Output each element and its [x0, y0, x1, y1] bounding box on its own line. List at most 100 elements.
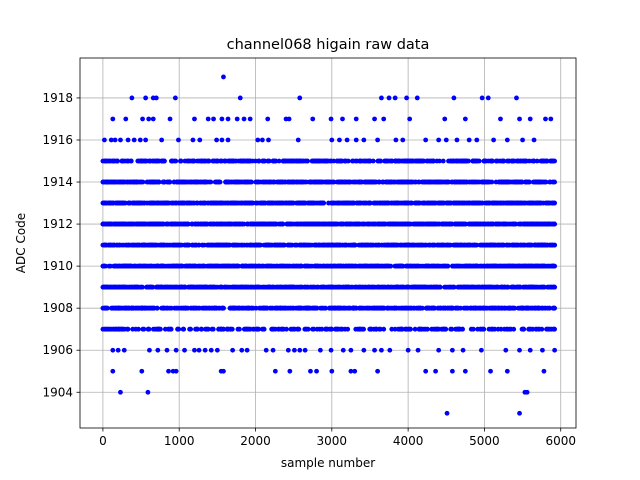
data-point: [164, 305, 170, 311]
data-point: [401, 200, 407, 206]
data-point: [497, 305, 503, 311]
data-point: [163, 263, 169, 269]
data-point: [255, 242, 261, 248]
data-point: [521, 263, 527, 269]
data-point: [124, 158, 130, 164]
data-point: [552, 242, 558, 248]
data-point: [112, 179, 118, 185]
data-point: [226, 179, 232, 185]
data-point: [312, 179, 317, 185]
data-point: [100, 242, 106, 248]
data-point: [444, 179, 450, 185]
data-point: [299, 284, 304, 290]
data-point: [435, 263, 441, 269]
data-point: [223, 242, 229, 248]
data-point: [184, 242, 190, 248]
data-point: [461, 305, 467, 311]
data-point: [219, 263, 225, 269]
data-point: [320, 179, 326, 185]
data-point: [183, 305, 189, 311]
data-point: [170, 263, 175, 269]
data-point: [288, 284, 294, 290]
data-point: [552, 179, 558, 185]
data-point: [253, 200, 259, 206]
data-point: [100, 200, 106, 206]
data-point: [376, 284, 381, 290]
data-point: [453, 305, 459, 311]
data-point: [297, 179, 303, 185]
data-point: [489, 305, 495, 311]
data-point: [530, 158, 535, 164]
data-point: [345, 158, 351, 164]
data-point: [186, 179, 192, 185]
data-point: [128, 158, 134, 164]
data-point: [137, 158, 143, 164]
data-point: [368, 242, 374, 248]
data-point: [373, 179, 379, 185]
data-point: [353, 305, 359, 311]
data-point: [156, 179, 162, 185]
data-point: [524, 179, 530, 185]
data-point: [482, 221, 488, 227]
data-point: [351, 179, 357, 185]
data-point: [481, 305, 486, 311]
data-point: [151, 200, 157, 206]
data-point: [453, 242, 458, 248]
data-point: [205, 242, 211, 248]
data-point: [477, 284, 483, 290]
data-point: [454, 263, 460, 269]
data-point: [510, 221, 516, 227]
data-point: [434, 221, 440, 227]
data-point: [117, 263, 122, 269]
data-point: [500, 284, 506, 290]
data-point: [325, 221, 331, 227]
data-point: [194, 200, 200, 206]
data-point: [532, 242, 538, 248]
data-point: [492, 242, 498, 248]
data-point: [522, 200, 528, 206]
data-point: [281, 263, 287, 269]
data-point: [327, 179, 333, 185]
data-point: [156, 200, 162, 206]
data-point: [301, 200, 307, 206]
data-point: [446, 158, 451, 164]
data-point: [411, 305, 417, 311]
data-point: [384, 305, 390, 311]
data-point: [406, 284, 412, 290]
data-point: [463, 263, 469, 269]
data-point: [519, 179, 525, 185]
data-point: [437, 158, 442, 164]
data-point: [336, 158, 341, 164]
data-point: [182, 158, 188, 164]
data-point: [451, 200, 457, 206]
data-point: [213, 305, 219, 311]
data-point: [286, 221, 292, 227]
data-point: [100, 284, 106, 290]
data-point: [475, 221, 481, 227]
data-point: [142, 200, 147, 206]
data-point: [527, 242, 532, 248]
data-point: [267, 305, 273, 311]
data-point: [472, 179, 478, 185]
data-point: [181, 284, 187, 290]
data-point: [474, 242, 480, 248]
data-point: [318, 200, 324, 206]
data-point: [190, 158, 196, 164]
data-point: [422, 242, 428, 248]
data-point: [278, 179, 284, 185]
data-point: [531, 200, 536, 206]
data-point: [144, 179, 150, 185]
data-point: [505, 242, 511, 248]
data-point: [356, 284, 362, 290]
data-point: [201, 200, 207, 206]
data-point: [247, 158, 253, 164]
data-point: [519, 305, 525, 311]
data-point: [176, 200, 181, 206]
data-point: [151, 305, 157, 311]
data-point: [487, 242, 493, 248]
data-point: [437, 284, 443, 290]
data-point: [302, 221, 308, 227]
data-point: [318, 158, 323, 164]
data-point: [293, 305, 299, 311]
data-point: [156, 221, 162, 227]
